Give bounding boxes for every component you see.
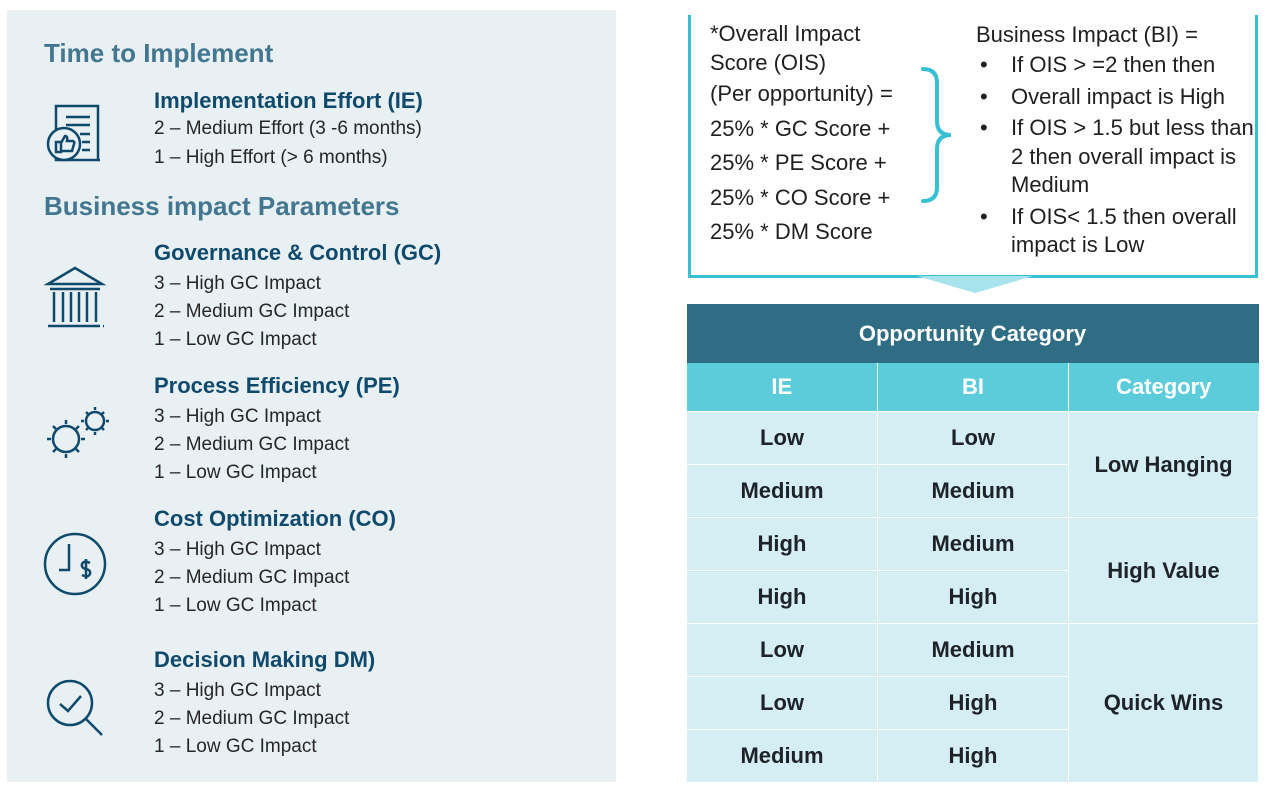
- param-line: 2 – Medium GC Impact: [154, 301, 350, 322]
- bi-cell: Medium: [877, 464, 1069, 518]
- bi-cell: Medium: [877, 623, 1069, 677]
- bi-cell: Low: [877, 411, 1069, 465]
- formula-line: 25% * DM Score: [710, 219, 873, 244]
- formula-box: *Overall Impact Score (OIS) (Per opportu…: [688, 15, 1258, 278]
- curly-brace-icon: [917, 65, 957, 210]
- magnifier-check-icon: [42, 677, 112, 746]
- business-impact-title: Business Impact (BI) =: [976, 22, 1198, 47]
- category-cell: High Value: [1068, 517, 1259, 624]
- ie-cell: Medium: [686, 464, 878, 518]
- param-line: 3 – High GC Impact: [154, 539, 321, 560]
- param-line: 1 – Low GC Impact: [154, 736, 317, 757]
- implementation-effort-line: 1 – High Effort (> 6 months): [154, 147, 388, 168]
- param-line: 1 – Low GC Impact: [154, 462, 317, 483]
- bi-cell: High: [877, 676, 1069, 730]
- column-header-bi: BI: [877, 363, 1069, 412]
- table-row: Medium High: [686, 729, 1259, 783]
- column-header-category: Category: [1068, 363, 1259, 412]
- param-line: 2 – Medium GC Impact: [154, 434, 350, 455]
- table-row: Low High: [686, 676, 1259, 730]
- ie-cell: Low: [686, 623, 878, 677]
- ie-cell: High: [686, 517, 878, 571]
- param-line: 2 – Medium GC Impact: [154, 567, 350, 588]
- bi-rule: • Overall impact is High: [976, 83, 1256, 112]
- bi-rule-text: If OIS< 1.5 then overall impact is Low: [1011, 203, 1237, 258]
- bullet-icon: •: [980, 52, 988, 77]
- ie-cell: Low: [686, 676, 878, 730]
- cost-optimization-title: Cost Optimization (CO): [154, 506, 396, 531]
- opportunity-category-table: Opportunity Category IE BI Category Low …: [686, 304, 1259, 783]
- column-header-ie: IE: [686, 363, 878, 412]
- table-row: Low Low Low Hanging: [686, 411, 1259, 518]
- time-to-implement-heading: Time to Implement: [44, 38, 274, 68]
- param-line: 3 – High GC Impact: [154, 680, 321, 701]
- formula-line: 25% * GC Score +: [710, 115, 891, 141]
- decision-making-title: Decision Making DM): [154, 647, 376, 672]
- table-row: High High: [686, 570, 1259, 624]
- down-pointer-icon: [917, 276, 1033, 293]
- governance-control-title: Governance & Control (GC): [154, 240, 442, 265]
- business-impact-rules: Business Impact (BI) = • If OIS > =2 then…: [976, 21, 1256, 263]
- bi-rule: • If OIS< 1.5 then overall impact is Low: [976, 203, 1256, 260]
- category-cell: Quick Wins: [1068, 623, 1259, 783]
- bi-cell: High: [877, 729, 1069, 783]
- formula-line: 25% * PE Score +: [710, 150, 887, 175]
- ois-formula: *Overall Impact Score (OIS) (Per opportu…: [710, 19, 893, 250]
- parameters-panel: Time to Implement Implementation Effort …: [7, 10, 616, 782]
- bi-rule: • If OIS > =2 then then: [976, 51, 1256, 80]
- bi-rule-text: Overall impact is High: [1011, 83, 1225, 109]
- ie-cell: Low: [686, 411, 878, 465]
- param-line: 1 – Low GC Impact: [154, 329, 317, 350]
- document-thumbs-up-icon: [42, 100, 108, 171]
- table-row: Low Medium Quick Wins: [686, 623, 1259, 783]
- business-impact-list: • If OIS > =2 then then • Overall impact i…: [976, 51, 1256, 260]
- bi-rule: • If OIS > 1.5 but less than 2 then overa…: [976, 114, 1256, 200]
- table-title: Opportunity Category: [686, 304, 1259, 363]
- process-efficiency-title: Process Efficiency (PE): [154, 373, 400, 398]
- formula-line: (Per opportunity) =: [710, 81, 893, 106]
- param-line: 1 – Low GC Impact: [154, 595, 317, 616]
- clock-dollar-icon: [42, 530, 112, 605]
- formula-line: 25% * CO Score +: [710, 184, 891, 210]
- param-line: 2 – Medium GC Impact: [154, 708, 350, 729]
- category-cell: Low Hanging: [1068, 411, 1259, 518]
- bi-rule-text: If OIS > 1.5 but less than 2 then overal…: [1011, 115, 1254, 197]
- formula-line: Score (OIS): [710, 50, 827, 75]
- ie-cell: High: [686, 570, 878, 624]
- ie-cell: Medium: [686, 729, 878, 783]
- bi-cell: Medium: [877, 517, 1069, 571]
- business-impact-heading: Business impact Parameters: [44, 191, 400, 221]
- bank-icon: [42, 264, 108, 339]
- bullet-icon: •: [980, 83, 988, 109]
- table-row: Medium Medium: [686, 464, 1259, 518]
- gears-icon: [42, 401, 118, 470]
- param-line: 3 – High GC Impact: [154, 273, 321, 294]
- param-line: 3 – High GC Impact: [154, 406, 321, 427]
- formula-line: *Overall Impact: [710, 21, 861, 46]
- implementation-effort-title: Implementation Effort (IE): [154, 88, 423, 113]
- bi-cell: High: [877, 570, 1069, 624]
- table-row: High Medium High Value: [686, 517, 1259, 624]
- implementation-effort-line: 2 – Medium Effort (3 -6 months): [154, 118, 422, 139]
- bullet-icon: •: [980, 203, 988, 229]
- bullet-icon: •: [980, 115, 988, 140]
- bi-rule-text: If OIS > =2 then then: [1011, 52, 1216, 77]
